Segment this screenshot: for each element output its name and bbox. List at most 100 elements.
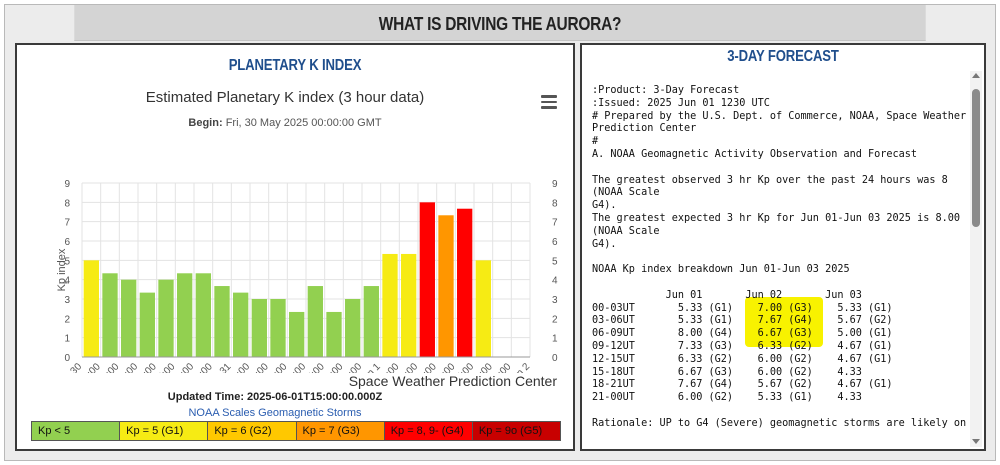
kp-bar-chart: 00112233445566778899May 3003:0006:0009:0…: [53, 179, 558, 373]
forecast-line: [592, 405, 966, 418]
forecast-line: The greatest expected 3 hr Kp for Jun 01…: [592, 212, 961, 224]
x-tick-label: 03:00: [227, 361, 253, 373]
forecast-text-area[interactable]: :Product: 3-Day Forecast:Issued: 2025 Ju…: [586, 71, 980, 447]
kp-bar: [457, 208, 473, 357]
x-tick-label: 15:00: [451, 361, 477, 373]
x-tick-label: 21:00: [488, 361, 514, 373]
kp-bar: [214, 286, 230, 357]
legend-item: Kp = 5 (G1): [120, 422, 209, 440]
forecast-line: A. NOAA Geomagnetic Activity Observation…: [592, 148, 918, 160]
forecast-line: 00-03UT 5.33 (G1) 7.00 (G3) 5.33 (G1): [592, 302, 893, 314]
kp-bar: [270, 299, 286, 357]
forecast-line: #: [592, 136, 599, 148]
y-tick-label-right: 7: [552, 218, 558, 229]
legend-item: Kp = 6 (G2): [208, 422, 297, 440]
x-tick-label: 03:00: [77, 361, 103, 373]
x-tick-label: 12:00: [283, 361, 309, 373]
x-tick-label: 06:00: [96, 361, 122, 373]
x-tick-label: 09:00: [413, 361, 439, 373]
forecast-line: 12-15UT 6.33 (G2) 6.00 (G2) 4.67 (G1): [592, 353, 893, 365]
forecast-line: [592, 277, 966, 290]
chart-title: Estimated Planetary K index (3 hour data…: [145, 89, 425, 106]
kp-bar: [438, 215, 454, 357]
forecast-line: G4).: [592, 200, 617, 212]
kp-legend: Kp < 5 Kp = 5 (G1) Kp = 6 (G2) Kp = 7 (G…: [31, 421, 561, 441]
kp-bar: [233, 292, 249, 357]
y-tick-label-right: 5: [552, 256, 558, 267]
forecast-line: # Prepared by the U.S. Dept. of Commerce…: [592, 110, 967, 122]
forecast-line: NOAA Kp index breakdown Jun 01-Jun 03 20…: [592, 264, 850, 276]
x-tick-label: 12:00: [432, 361, 458, 373]
planetary-k-index-panel: PLANETARY K INDEX Estimated Planetary K …: [15, 43, 575, 451]
kp-bar: [289, 311, 305, 357]
chart-menu-icon[interactable]: [541, 95, 557, 109]
panel-title-k-index: PLANETARY K INDEX: [228, 57, 362, 74]
y-tick-label-right: 6: [552, 237, 558, 248]
y-tick-label-left: 3: [64, 295, 70, 306]
x-tick-label: 18:00: [171, 361, 197, 373]
forecast-line: 09-12UT 7.33 (G3) 6.33 (G2) 4.67 (G1): [592, 340, 893, 352]
noaa-scales-link[interactable]: NOAA Scales Geomagnetic Storms: [188, 407, 362, 419]
forecast-line: Jun 01 Jun 02 Jun 03: [592, 289, 862, 301]
y-tick-label-left: 6: [64, 237, 70, 248]
legend-item: Kp = 7 (G3): [296, 422, 385, 440]
x-tick-label: 21:00: [189, 361, 215, 373]
legend-item: Kp = 9o (G5): [472, 422, 561, 440]
legend-item: Kp < 5: [32, 422, 121, 440]
highlight-mark: [745, 297, 823, 347]
kp-bar: [326, 311, 342, 357]
y-tick-label-right: 9: [552, 179, 558, 190]
aurora-widget: WHAT IS DRIVING THE AURORA? PLANETARY K …: [4, 4, 996, 461]
legend-item: Kp = 8, 9- (G4): [384, 422, 473, 440]
forecast-line: G4).: [592, 238, 617, 250]
y-tick-label-left: 0: [64, 353, 70, 364]
y-tick-label-left: 5: [64, 256, 70, 267]
x-tick-label: 12:00: [133, 361, 159, 373]
kp-bar: [121, 279, 137, 357]
forecast-line: (NOAA Scale: [592, 225, 660, 237]
kp-bar: [363, 286, 379, 357]
kp-bar: [195, 273, 211, 357]
forecast-line: Prediction Center: [592, 123, 697, 135]
y-tick-label-right: 4: [552, 276, 558, 287]
x-tick-label: 09:00: [115, 361, 141, 373]
x-tick-label: 09:00: [264, 361, 290, 373]
kp-bar: [419, 202, 435, 357]
begin-value: Fri, 30 May 2025 00:00:00 GMT: [225, 117, 382, 129]
forecast-line: :Issued: 2025 Jun 01 1230 UTC: [592, 97, 770, 109]
begin-label: Begin:: [188, 117, 223, 129]
updated-time: Updated Time: 2025-06-01T15:00:00.000Z: [167, 391, 383, 403]
x-tick-label: Jun 1: [358, 361, 383, 373]
kp-bar: [475, 260, 491, 357]
kp-bar: [158, 279, 174, 357]
y-tick-label-left: 7: [64, 218, 70, 229]
kp-bar: [139, 292, 155, 357]
forecast-line: (NOAA Scale: [592, 187, 660, 199]
kp-bar: [382, 253, 398, 357]
forecast-line: 06-09UT 8.00 (G4) 6.67 (G3) 5.00 (G1): [592, 328, 893, 340]
kp-bar: [401, 253, 417, 357]
kp-bar: [307, 286, 323, 357]
scroll-down-icon[interactable]: [972, 439, 980, 444]
kp-bar: [251, 299, 267, 357]
y-tick-label-left: 8: [64, 198, 70, 209]
panel-title-forecast: 3-DAY FORECAST: [727, 48, 839, 65]
scroll-thumb[interactable]: [972, 89, 980, 227]
forecast-line: :Product: 3-Day Forecast: [592, 85, 740, 96]
y-tick-label-right: 1: [552, 334, 558, 345]
forecast-line: Rationale: UP to G4 (Severe) geomagnetic…: [592, 417, 967, 429]
three-day-forecast-panel: 3-DAY FORECAST :Product: 3-Day Forecast:…: [580, 43, 986, 451]
chart-subtitle: Begin: Fri, 30 May 2025 00:00:00 GMT: [17, 117, 573, 129]
scroll-up-icon[interactable]: [972, 73, 980, 78]
y-tick-label-left: 1: [64, 334, 70, 345]
y-tick-label-left: 9: [64, 179, 70, 190]
forecast-scrollbar[interactable]: [970, 71, 982, 447]
kp-bar: [83, 260, 99, 357]
forecast-line: 03-06UT 5.33 (G1) 7.67 (G4) 5.67 (G2): [592, 315, 893, 327]
forecast-line: [592, 251, 966, 264]
y-tick-label-left: 2: [64, 314, 70, 325]
x-tick-label: 18:00: [469, 361, 495, 373]
x-tick-label: 15:00: [152, 361, 178, 373]
y-axis-label: Kp index: [56, 248, 68, 291]
y-tick-label-left: 4: [64, 276, 70, 287]
